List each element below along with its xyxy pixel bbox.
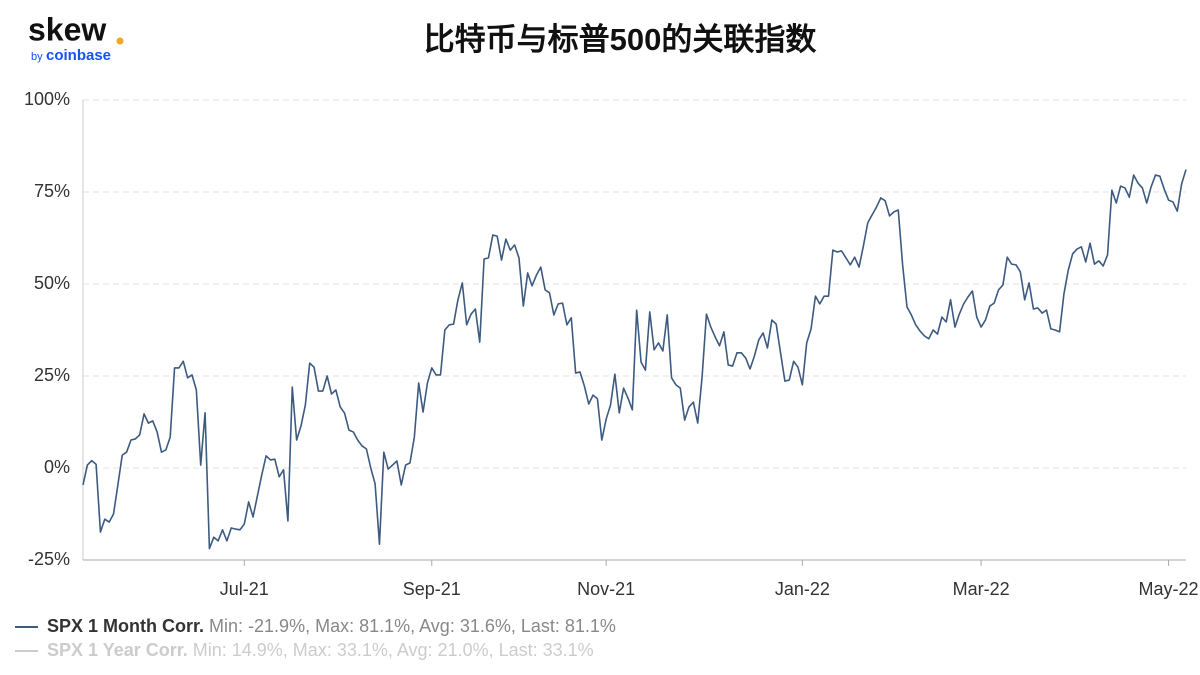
legend-entry: SPX 1 Month Corr. Min: -21.9%, Max: 81.1%… bbox=[47, 616, 616, 636]
line-series bbox=[82, 169, 1187, 550]
legend-name: SPX 1 Month Corr. bbox=[47, 616, 204, 636]
y-tick-label: -25% bbox=[28, 549, 70, 569]
legend-stats: Min: -21.9%, Max: 81.1%, Avg: 31.6%, Las… bbox=[209, 616, 616, 636]
legend-name: SPX 1 Year Corr. bbox=[47, 640, 188, 660]
y-tick-label: 25% bbox=[34, 365, 70, 385]
y-tick-label: 50% bbox=[34, 273, 70, 293]
legend-stats: Min: 14.9%, Max: 33.1%, Avg: 21.0%, Last… bbox=[193, 640, 594, 660]
x-tick-label: Mar-22 bbox=[953, 579, 1010, 599]
chart-title: 比特币与标普500的关联指数 bbox=[424, 22, 817, 57]
x-tick-label: Sep-21 bbox=[403, 579, 461, 599]
logo-by: by bbox=[31, 51, 43, 63]
y-tick-label: 75% bbox=[34, 181, 70, 201]
y-tick-label: 0% bbox=[44, 457, 70, 477]
logo-brand: coinbase bbox=[46, 47, 111, 64]
logo-text: skew bbox=[28, 11, 106, 47]
y-tick-label: 100% bbox=[24, 89, 70, 109]
x-tick-label: Jul-21 bbox=[220, 579, 269, 599]
logo-dot bbox=[116, 37, 124, 45]
x-tick-label: Nov-21 bbox=[577, 579, 635, 599]
x-tick-label: May-22 bbox=[1139, 579, 1199, 599]
legend-entry: SPX 1 Year Corr. Min: 14.9%, Max: 33.1%, … bbox=[47, 640, 594, 660]
x-tick-label: Jan-22 bbox=[775, 579, 830, 599]
